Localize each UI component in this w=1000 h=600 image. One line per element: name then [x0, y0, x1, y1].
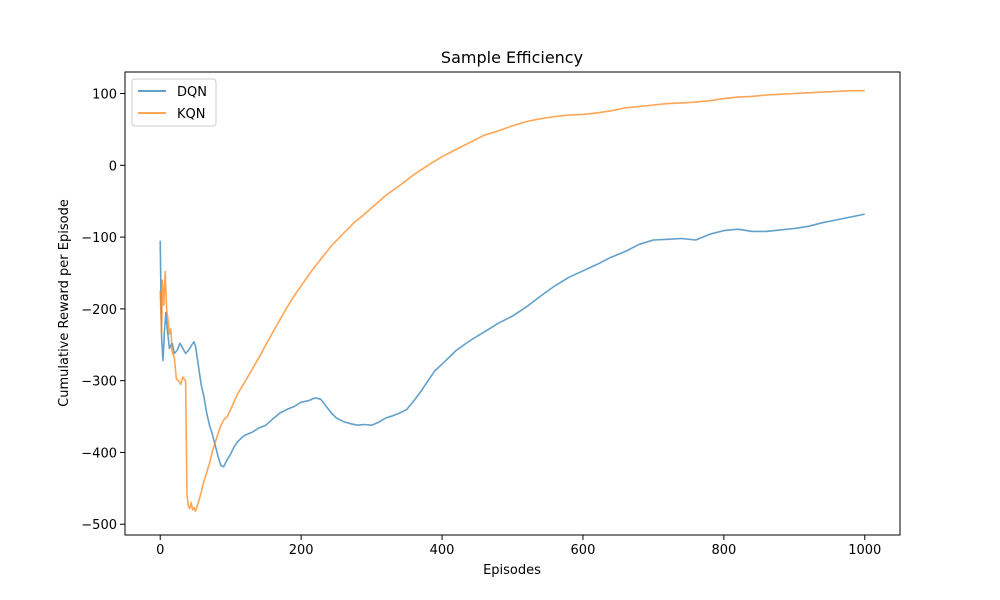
y-tick-label: −400	[81, 446, 117, 461]
legend-label-kqn: KQN	[177, 107, 205, 122]
plot-area-frame	[124, 71, 901, 536]
x-tick-label: 200	[289, 543, 314, 558]
x-tick-label: 0	[156, 543, 164, 558]
y-tick-label: −100	[81, 231, 117, 246]
y-tick-label: 0	[109, 159, 117, 174]
series-line-dqn	[159, 213, 865, 468]
x-tick-label: 400	[430, 543, 455, 558]
y-tick-label: −500	[81, 518, 117, 533]
x-tick-label: 600	[571, 543, 596, 558]
legend-label-dqn: DQN	[177, 85, 207, 100]
x-axis: 0 200 400 600 800 1000	[156, 535, 881, 558]
y-tick-label: −200	[81, 303, 117, 318]
x-tick-label: 800	[711, 543, 736, 558]
x-tick-label: 1000	[848, 543, 881, 558]
y-axis: −500 −400 −300 −200 −100 0 100	[81, 88, 125, 533]
y-axis-label: Cumulative Reward per Episode	[57, 199, 72, 407]
y-tick-label: −300	[81, 375, 117, 390]
y-tick-label: 100	[92, 88, 117, 103]
chart-title: Sample Efficiency	[441, 48, 583, 67]
series-line-kqn	[159, 89, 865, 513]
plot-lines	[159, 89, 865, 513]
legend: DQN KQN	[131, 78, 217, 127]
x-axis-label: Episodes	[483, 563, 541, 578]
